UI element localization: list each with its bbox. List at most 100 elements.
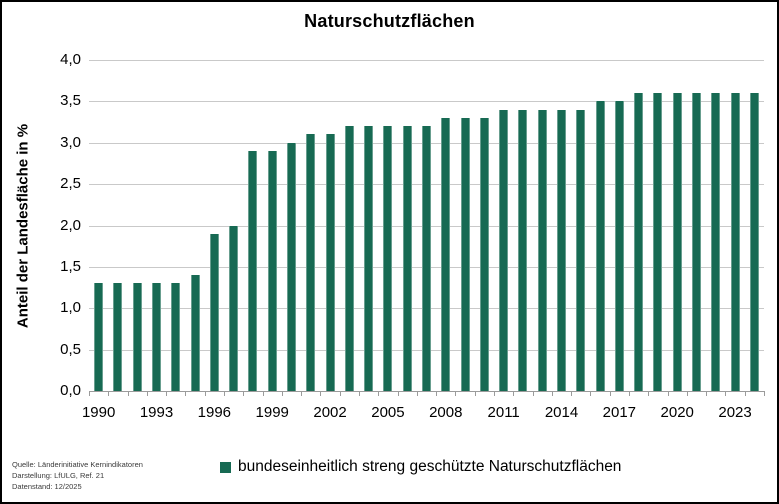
bar-2011	[499, 109, 509, 391]
x-tick-label-1999: 1999	[255, 404, 289, 421]
x-tick	[686, 391, 688, 396]
x-tick-label-1996: 1996	[197, 404, 232, 421]
bar-2023	[730, 93, 740, 391]
bar-2013	[537, 109, 547, 391]
x-tick	[243, 391, 245, 396]
x-tick-label-2005: 2005	[371, 404, 405, 421]
bar-1991	[113, 283, 123, 391]
x-tick	[301, 391, 303, 396]
y-tick-label-3,5: 3,5	[60, 92, 81, 110]
bar-1994	[171, 283, 181, 391]
x-tick	[590, 391, 592, 396]
bar-1992	[132, 283, 142, 391]
x-tick-label-1993: 1993	[139, 404, 174, 421]
source-line-datenstand: Datenstand: 12/2025	[12, 482, 82, 491]
x-tick	[339, 391, 341, 396]
bar-2004	[364, 126, 374, 391]
x-tick	[146, 391, 148, 396]
bar-1993	[152, 283, 161, 391]
bar-2021	[692, 93, 701, 391]
x-tick	[455, 391, 457, 396]
x-tick	[416, 391, 418, 396]
x-tick	[378, 391, 380, 396]
x-tick	[108, 391, 110, 396]
x-tick	[89, 391, 90, 396]
x-tick	[320, 391, 322, 396]
bar-2015	[576, 109, 586, 391]
x-tick	[648, 391, 650, 396]
bar-1998	[248, 151, 258, 391]
bar-2010	[479, 117, 489, 391]
chart-title: Naturschutzflächen	[304, 11, 475, 31]
x-tick	[532, 391, 534, 396]
x-tick	[609, 391, 611, 396]
bar-2001	[306, 134, 316, 391]
x-tick-label-2008: 2008	[429, 404, 463, 421]
x-tick	[744, 391, 746, 396]
bar-2005	[383, 126, 393, 391]
y-tick-label-1,0: 1,0	[60, 299, 81, 317]
x-tick	[185, 391, 187, 396]
x-tick	[281, 391, 283, 396]
legend-swatch-icon	[220, 462, 231, 473]
x-tick	[725, 391, 727, 396]
bar-2019	[653, 93, 663, 391]
gridline-3,5	[89, 101, 764, 103]
bar-2007	[422, 126, 431, 391]
legend: bundeseinheitlich streng geschützte Natu…	[220, 458, 621, 476]
x-tick	[764, 391, 765, 396]
bar-2018	[634, 93, 644, 391]
x-tick	[166, 391, 168, 396]
bar-2003	[344, 126, 354, 391]
bar-2024	[749, 93, 759, 391]
y-tick-label-3,0: 3,0	[60, 133, 81, 151]
x-tick	[629, 391, 630, 396]
x-tick	[224, 391, 225, 396]
bar-1995	[190, 275, 200, 391]
x-tick	[474, 391, 476, 396]
x-tick	[571, 391, 573, 396]
bar-1990	[94, 283, 104, 391]
bar-2009	[460, 117, 470, 391]
bar-2022	[711, 93, 721, 391]
x-tick	[551, 391, 553, 396]
x-tick	[706, 391, 708, 396]
bar-2017	[614, 101, 624, 391]
source-line-quelle: Quelle: Länderinitiative Kernindikatoren	[12, 460, 143, 469]
x-tick-label-2017: 2017	[602, 404, 637, 421]
bar-2008	[441, 117, 451, 391]
y-axis-title: Anteil der Landesfläche in %	[14, 123, 32, 329]
y-tick-label-1,5: 1,5	[60, 257, 81, 275]
y-tick-label-2,5: 2,5	[60, 175, 81, 193]
y-tick-label-2,0: 2,0	[60, 216, 81, 234]
bar-2006	[402, 126, 412, 391]
x-tick-label-2020: 2020	[660, 404, 694, 421]
x-tick	[262, 391, 264, 396]
x-tick	[513, 391, 515, 396]
x-axis-line	[89, 391, 764, 392]
gridline-4,0	[89, 60, 764, 61]
y-tick-label-0,5: 0,5	[60, 340, 81, 358]
x-tick-label-2023: 2023	[718, 404, 752, 421]
bar-1999	[267, 151, 277, 391]
x-tick-label-2002: 2002	[313, 404, 347, 421]
y-tick-label-4,0: 4,0	[60, 51, 81, 68]
bar-2012	[518, 109, 528, 391]
bar-2016	[595, 101, 605, 391]
x-tick-label-1990: 1990	[81, 404, 116, 421]
legend-label: bundeseinheitlich streng geschützte Natu…	[238, 458, 622, 475]
x-tick	[667, 391, 669, 396]
x-tick	[127, 391, 129, 396]
x-tick	[204, 391, 206, 396]
x-tick	[359, 391, 360, 396]
source-block: Quelle: Länderinitiative Kernindikatoren…	[12, 459, 143, 492]
source-line-darstellung: Darstellung: LfULG, Ref. 21	[12, 471, 105, 480]
bar-2002	[325, 134, 335, 391]
bar-2000	[287, 142, 296, 391]
bar-2020	[672, 93, 682, 391]
bar-2014	[557, 109, 566, 391]
x-tick	[397, 391, 399, 396]
plot-area: 0,0 0,5 1,0 1,5 2,0 2,5 3,0 3,5 4,0 1990 1993 1996 1…	[60, 52, 765, 421]
bar-1997	[229, 225, 239, 391]
